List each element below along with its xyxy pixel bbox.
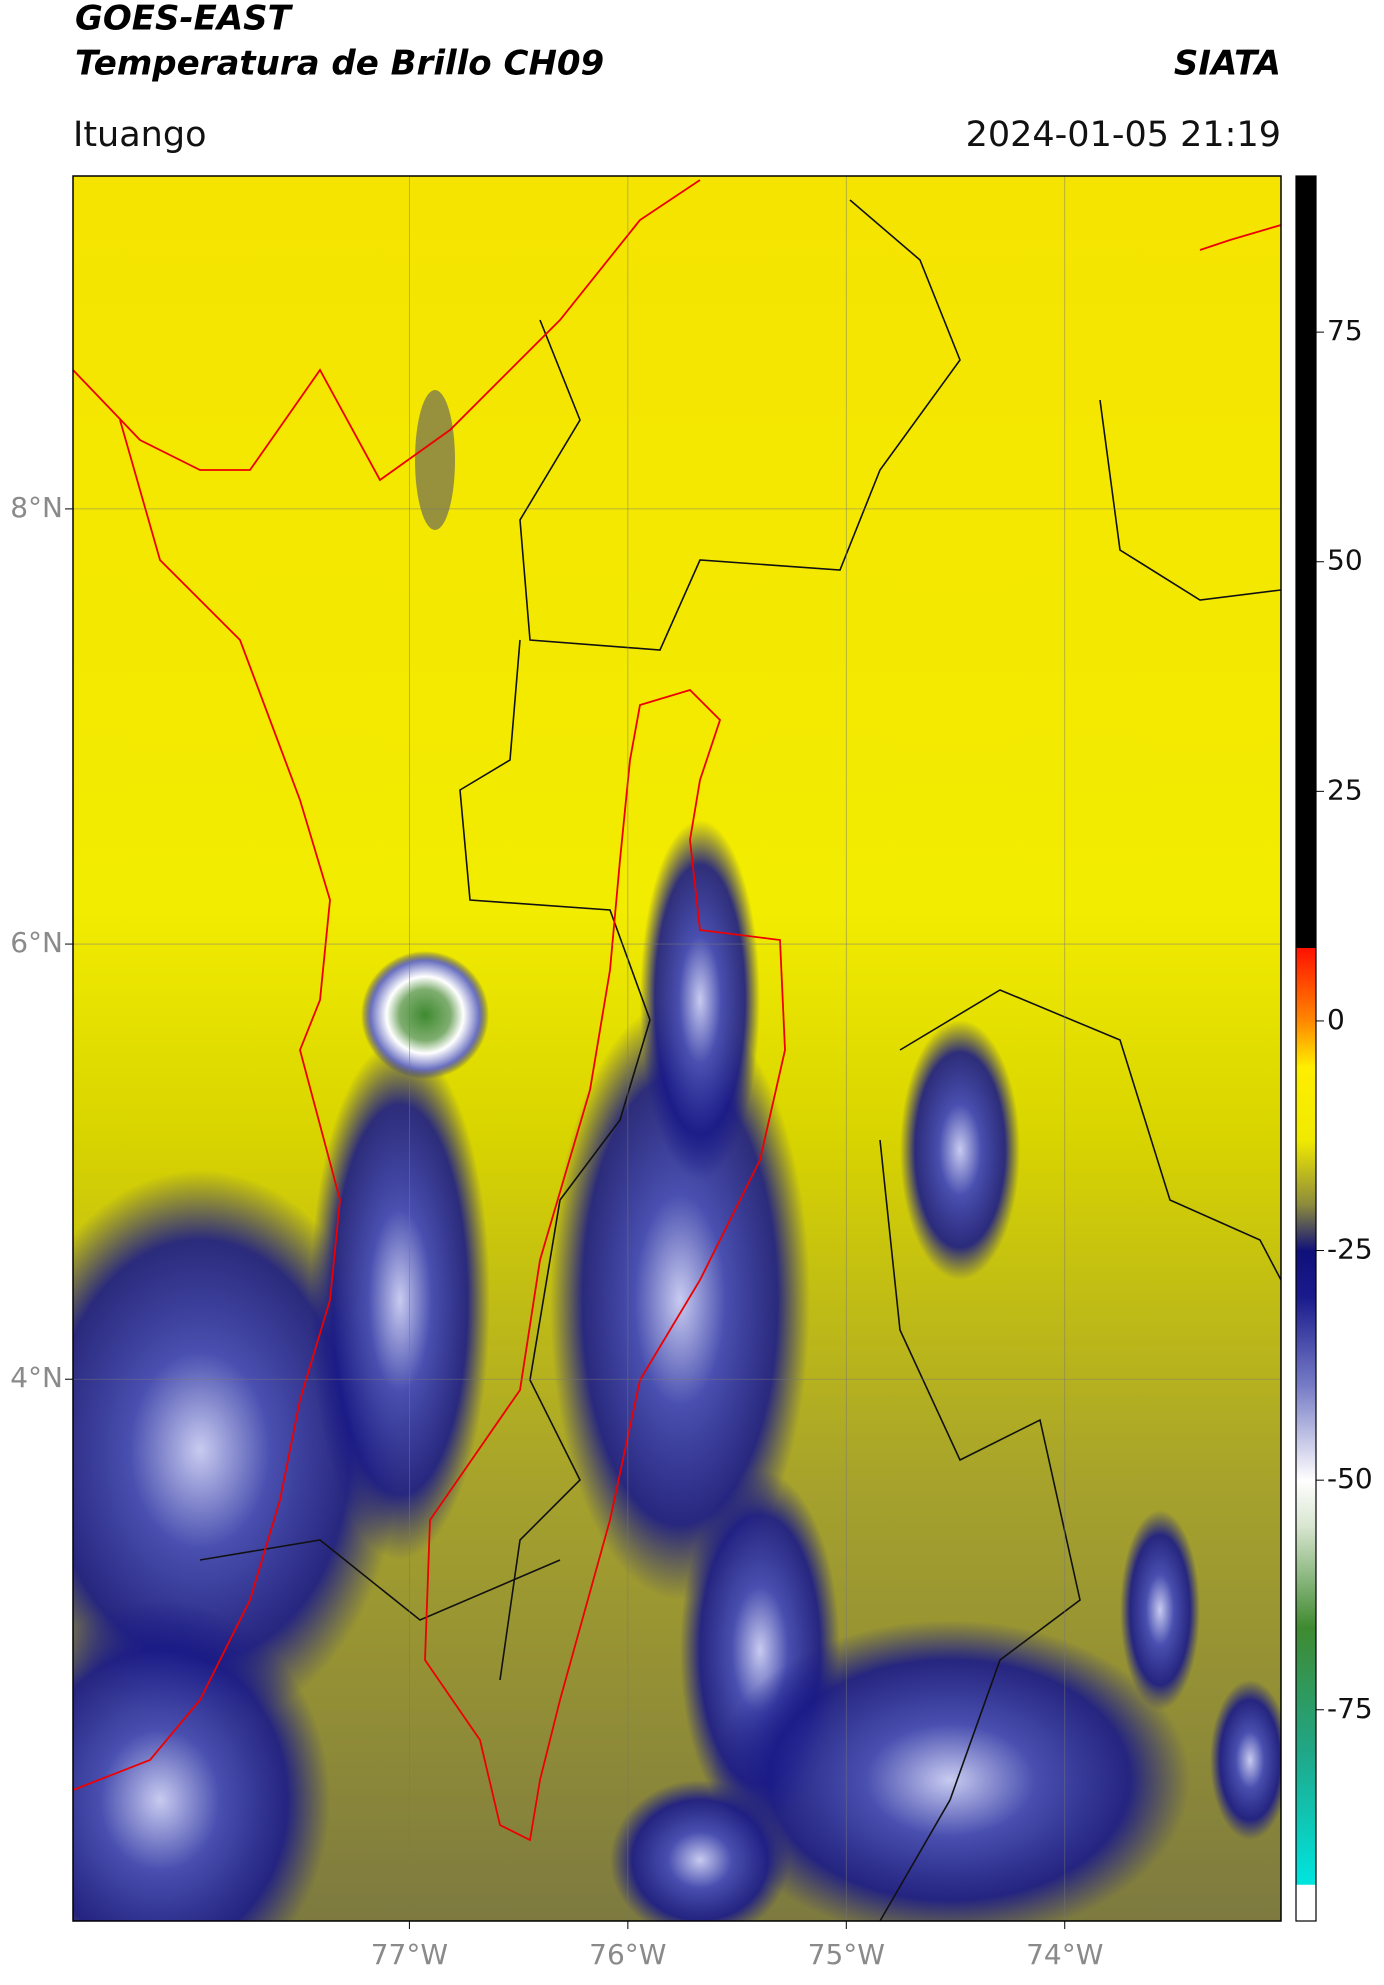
- x-tick-label: 77°W: [371, 1938, 448, 1971]
- colorbar-segment: [1296, 176, 1316, 948]
- location: Ituango: [73, 115, 207, 155]
- colorbar-segment: [1296, 1755, 1316, 1885]
- colorbar-tick-label: -25: [1327, 1233, 1373, 1266]
- colorbar-segment: [1296, 1388, 1316, 1481]
- colorbar-segment: [1296, 1020, 1316, 1068]
- map-frame: [72, 175, 1282, 1922]
- colorbar-frame: [1295, 175, 1317, 1922]
- colorbar-segment: [1296, 1480, 1316, 1527]
- colorbar-tick-label: 50: [1327, 544, 1363, 577]
- title: GOES-EAST: [75, 0, 294, 39]
- x-tick-label: 76°W: [589, 1938, 666, 1971]
- satellite-image: [73, 176, 1281, 1921]
- colorbar-segment: [1296, 1250, 1316, 1297]
- x-tick-label: 74°W: [1026, 1938, 1103, 1971]
- colorbar-segment: [1296, 1627, 1316, 1757]
- colorbar-tick-label: 75: [1327, 314, 1363, 347]
- y-tick-label: 8°N: [10, 491, 63, 524]
- colorbar-segment: [1296, 947, 1316, 1022]
- y-tick-label: 6°N: [10, 926, 63, 959]
- subtitle: Temperatura de Brillo CH09: [75, 44, 604, 84]
- colorbar-tick-label: 0: [1327, 1003, 1345, 1036]
- colorbar-segment: [1296, 1296, 1316, 1389]
- colorbar-segment: [1296, 1140, 1316, 1206]
- colorbar-segment: [1296, 1204, 1316, 1252]
- x-tick-label: 75°W: [808, 1938, 885, 1971]
- colorbar-tick-label: 25: [1327, 773, 1363, 806]
- colorbar-segment: [1296, 1066, 1316, 1141]
- colorbar-segment: [1296, 1884, 1316, 1922]
- colorbar-tick-label: -75: [1327, 1692, 1373, 1725]
- colorbar-segment: [1296, 1526, 1316, 1628]
- source: SIATA: [1174, 44, 1281, 84]
- colorbar-tick-label: -50: [1327, 1462, 1373, 1495]
- y-tick-label: 4°N: [10, 1361, 63, 1394]
- timestamp: 2024-01-05 21:19: [966, 115, 1281, 155]
